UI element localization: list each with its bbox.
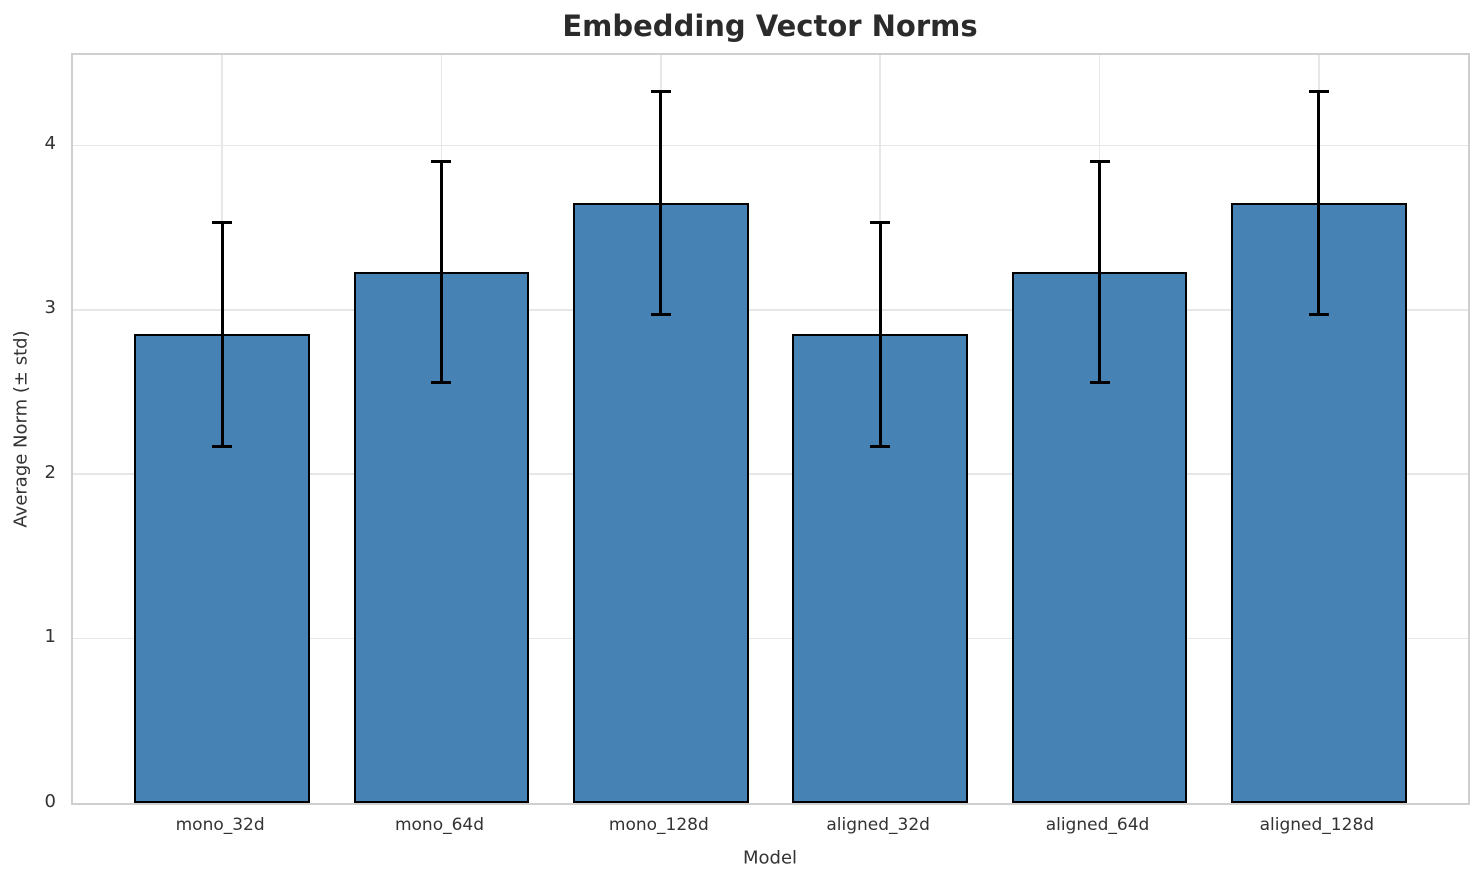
y-tick-label: 2 [44, 461, 56, 483]
x-axis-tick-labels: mono_32d mono_64d mono_128d aligned_32d alig… [71, 815, 1470, 845]
error-bar-cap-top [650, 89, 671, 93]
error-bar-cap-top [870, 221, 891, 225]
error-bar-cap-bottom [650, 313, 671, 317]
y-tick-label: 1 [44, 626, 56, 648]
y-tick-label: 3 [44, 297, 56, 319]
error-bar-cap-bottom [1089, 380, 1110, 384]
plot-area [71, 53, 1470, 805]
y-tick-label: 4 [44, 132, 56, 154]
error-bar-cap-bottom [1308, 313, 1329, 317]
y-tick-label: 0 [44, 790, 56, 812]
error-bar-cap-bottom [870, 444, 891, 448]
error-bar-cap-top [212, 221, 233, 225]
error-bar-line [439, 161, 443, 383]
error-bar-cap-bottom [212, 444, 233, 448]
x-tick-label: mono_128d [608, 815, 709, 835]
error-bar-cap-top [1308, 89, 1329, 93]
error-bar-cap-top [431, 160, 452, 164]
y-axis-tick-labels: 0 1 2 3 4 [0, 53, 56, 812]
x-tick-label: mono_32d [175, 815, 265, 835]
error-bar-line [1098, 161, 1101, 383]
y-gridline [73, 144, 1468, 147]
x-tick-label: aligned_32d [826, 815, 930, 835]
error-bar-line [220, 222, 224, 447]
error-bar-line [659, 91, 663, 315]
x-tick-label: mono_64d [394, 815, 485, 835]
error-bar-cap-top [1089, 160, 1110, 164]
error-bar-line [1317, 91, 1321, 315]
x-tick-label: aligned_128d [1259, 815, 1375, 835]
bar [1231, 202, 1407, 803]
x-tick-label: aligned_64d [1045, 815, 1150, 835]
y-gridline [73, 637, 1468, 640]
y-gridline [73, 473, 1468, 475]
error-bar-cap-bottom [431, 380, 452, 384]
error-bar-line [878, 222, 882, 447]
y-gridline [73, 309, 1468, 311]
x-axis-label: Model [742, 847, 798, 869]
chart-title: Embedding Vector Norms [562, 9, 978, 43]
